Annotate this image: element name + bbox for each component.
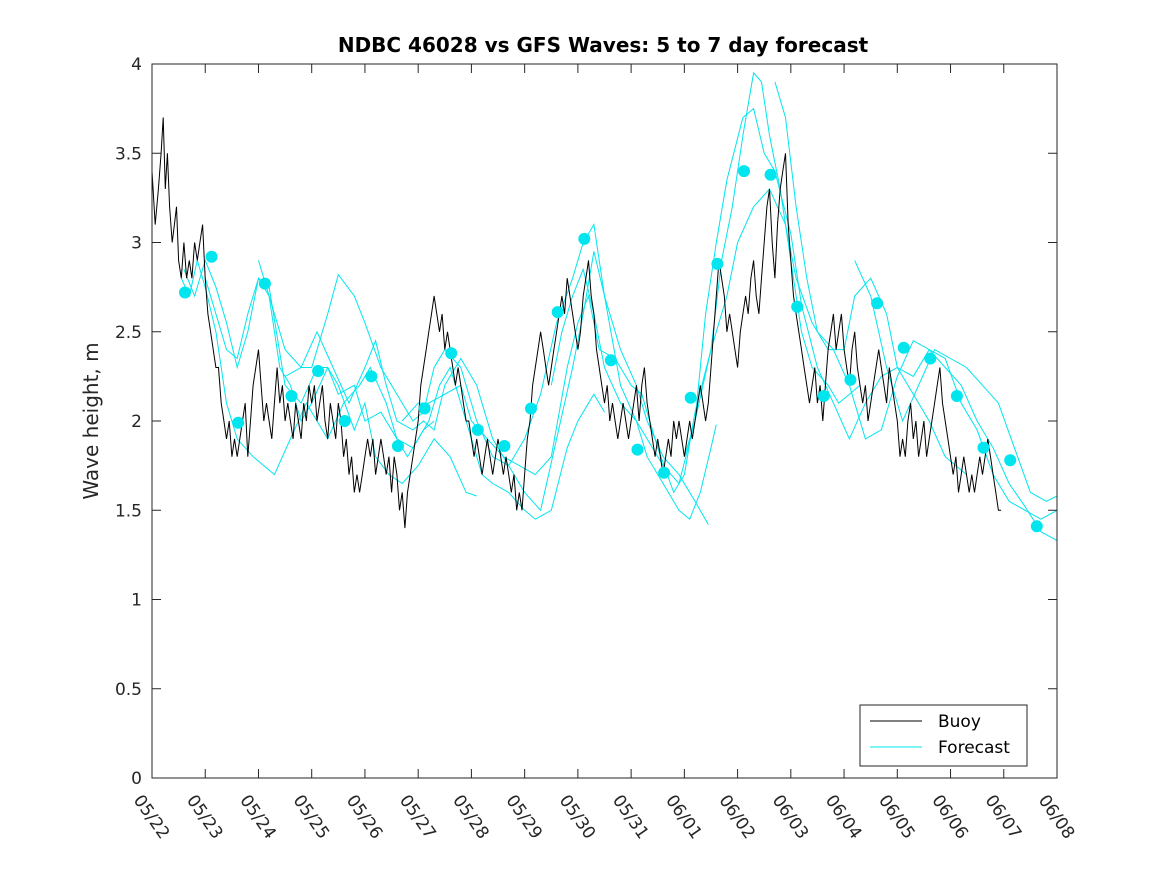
x-tick-label: 05/25 <box>289 791 333 843</box>
y-tick-label: 0 <box>131 769 142 789</box>
x-tick-label: 06/05 <box>874 791 918 843</box>
y-tick-label: 2 <box>131 412 142 432</box>
x-tick-label: 05/30 <box>555 791 599 843</box>
forecast-point-1 <box>179 286 191 299</box>
forecast-line-2 <box>183 258 477 497</box>
axes-frame <box>151 63 1058 779</box>
forecast-point-15 <box>551 306 564 319</box>
forecast-line-9 <box>774 81 1058 542</box>
forecast-line-4 <box>258 251 717 521</box>
forecast-line-6 <box>401 71 861 494</box>
legend-box <box>859 704 1028 767</box>
x-tick-label: 06/02 <box>714 791 758 843</box>
plot-area <box>151 71 1058 542</box>
forecast-point-27 <box>871 297 884 310</box>
buoy-line <box>151 117 1002 529</box>
x-tick-label: 05/22 <box>129 791 173 843</box>
forecast-point-4 <box>258 277 271 290</box>
forecast-point-29 <box>924 352 937 365</box>
x-tick-label: 06/06 <box>927 791 971 843</box>
forecast-point-21 <box>711 257 724 270</box>
forecast-point-10 <box>418 402 431 415</box>
x-tick-label: 06/03 <box>768 791 812 843</box>
forecast-line-3 <box>204 277 605 520</box>
forecast-point-18 <box>631 443 644 456</box>
x-tick-label: 05/31 <box>608 791 652 843</box>
forecast-line-7 <box>550 107 967 485</box>
forecast-point-31 <box>977 441 990 454</box>
forecast-point-22 <box>738 165 750 178</box>
forecast-point-30 <box>950 390 963 402</box>
forecast-point-32 <box>1004 454 1017 467</box>
chart-title: NDBC 46028 vs GFS Waves: 5 to 7 day fore… <box>338 33 869 57</box>
legend-label-buoy: Buoy <box>938 712 981 732</box>
legend-label-forecast: Forecast <box>938 738 1010 758</box>
y-tick-label: 4 <box>131 55 142 75</box>
x-tick-label: 06/04 <box>821 791 865 843</box>
x-tick-label: 05/24 <box>235 791 279 843</box>
forecast-point-3 <box>232 416 245 429</box>
forecast-point-17 <box>604 354 617 367</box>
forecast-point-28 <box>897 341 910 354</box>
y-tick-label: 3 <box>131 234 142 254</box>
forecast-point-12 <box>471 423 484 436</box>
y-tick-label: 1 <box>131 591 142 611</box>
forecast-point-26 <box>844 373 857 386</box>
y-tick-label: 1.5 <box>115 501 142 521</box>
y-axis-label: Wave height, m <box>79 342 103 499</box>
forecast-point-13 <box>498 440 511 452</box>
x-tick-label: 06/01 <box>661 791 705 843</box>
x-tick-label: 05/27 <box>395 791 439 843</box>
x-tick-label: 06/07 <box>981 791 1025 843</box>
x-tick-label: 05/28 <box>448 791 492 843</box>
forecast-point-19 <box>658 466 671 479</box>
forecast-point-14 <box>525 402 537 415</box>
forecast-line-10 <box>854 260 1058 502</box>
forecast-point-16 <box>578 232 591 245</box>
forecast-line-8 <box>683 188 1058 520</box>
y-tick-label: 2.5 <box>115 323 142 343</box>
forecast-point-33 <box>1030 520 1043 533</box>
x-tick-label: 05/29 <box>502 791 546 843</box>
x-tick-label: 05/23 <box>182 791 226 843</box>
forecast-point-8 <box>365 370 378 383</box>
forecast-point-20 <box>684 391 697 404</box>
y-tick-label: 0.5 <box>115 680 142 700</box>
x-tick-label: 05/26 <box>342 791 386 843</box>
forecast-point-6 <box>312 365 325 377</box>
y-tick-label: 3.5 <box>115 144 142 164</box>
forecast-point-25 <box>817 390 830 402</box>
forecast-point-2 <box>205 250 218 263</box>
legend: Buoy Forecast <box>859 704 1028 767</box>
forecast-point-5 <box>285 390 298 402</box>
forecast-point-24 <box>791 300 804 313</box>
forecast-point-11 <box>445 347 458 360</box>
x-tick-label: 06/08 <box>1034 791 1078 843</box>
forecast-point-9 <box>391 440 404 452</box>
forecast-point-23 <box>764 168 777 181</box>
forecast-point-7 <box>338 415 351 427</box>
